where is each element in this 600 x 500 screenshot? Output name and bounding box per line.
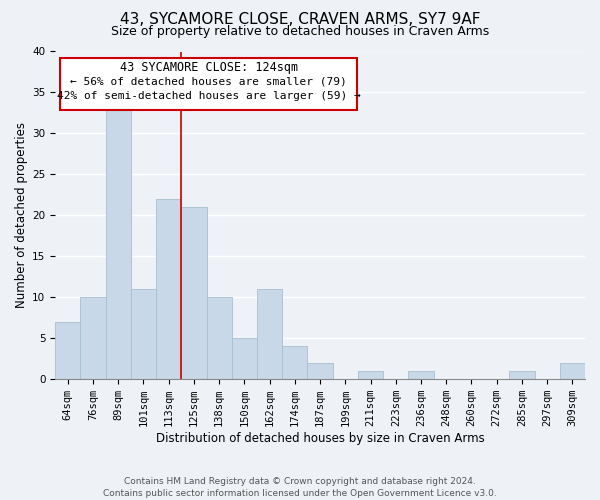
Bar [55,322,80,379]
FancyBboxPatch shape [61,58,357,110]
Text: Contains HM Land Registry data © Crown copyright and database right 2024.
Contai: Contains HM Land Registry data © Crown c… [103,476,497,498]
X-axis label: Distribution of detached houses by size in Craven Arms: Distribution of detached houses by size … [155,432,484,445]
Text: 42% of semi-detached houses are larger (59) →: 42% of semi-detached houses are larger (… [57,91,361,101]
Y-axis label: Number of detached properties: Number of detached properties [15,122,28,308]
Bar [307,363,332,379]
Bar [181,207,206,379]
Text: Size of property relative to detached houses in Craven Arms: Size of property relative to detached ho… [111,25,489,38]
Bar [560,363,585,379]
Bar [156,199,181,379]
Bar [206,298,232,379]
Bar [257,289,282,379]
Bar [509,371,535,379]
Bar [358,371,383,379]
Text: 43 SYCAMORE CLOSE: 124sqm: 43 SYCAMORE CLOSE: 124sqm [120,62,298,74]
Text: ← 56% of detached houses are smaller (79): ← 56% of detached houses are smaller (79… [70,76,347,86]
Bar [409,371,434,379]
Bar [282,346,307,379]
Text: 43, SYCAMORE CLOSE, CRAVEN ARMS, SY7 9AF: 43, SYCAMORE CLOSE, CRAVEN ARMS, SY7 9AF [120,12,480,28]
Bar [131,289,156,379]
Bar [80,298,106,379]
Bar [232,338,257,379]
Bar [106,109,131,379]
